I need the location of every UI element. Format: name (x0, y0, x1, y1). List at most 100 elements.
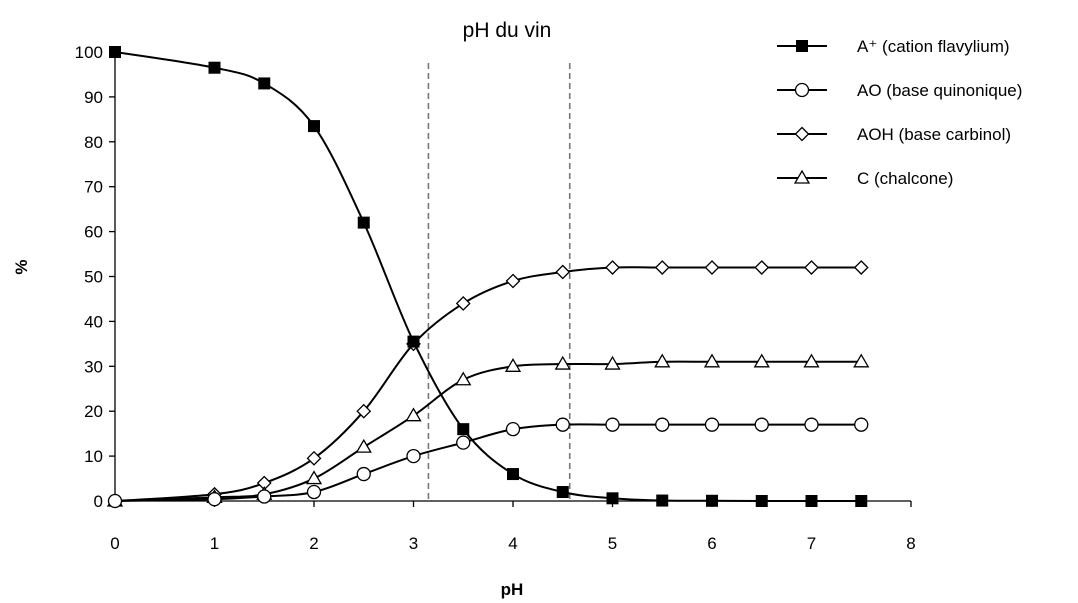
data-point-a-cation-flavylium (258, 77, 271, 90)
x-tick-label: 2 (309, 534, 318, 553)
data-point-aoh-base-carbinol (555, 264, 571, 280)
x-tick-label: 5 (608, 534, 617, 553)
x-tick-label: 0 (110, 534, 119, 553)
data-point-aoh-base-carbinol (704, 260, 720, 275)
data-point-c-chalcone (853, 353, 870, 368)
data-point-ao-base-quinonique (406, 448, 421, 464)
data-point-ao-base-quinonique (655, 417, 670, 432)
series-layer (106, 46, 870, 509)
series-aoh-base-carbinol (107, 260, 869, 509)
series-a-cation-flavylium (109, 46, 868, 507)
x-tick-label: 6 (707, 534, 716, 553)
data-point-c-chalcone (554, 355, 571, 370)
data-point-aoh-base-carbinol (505, 273, 521, 289)
data-point-c-chalcone (405, 407, 422, 422)
legend-marker-aoh-base-carbinol (794, 126, 810, 142)
y-tick-label: 80 (84, 133, 103, 152)
y-tick-label: 0 (94, 492, 103, 511)
series-ao-base-quinonique (107, 417, 869, 509)
data-point-ao-base-quinonique (804, 417, 819, 432)
x-tick-label: 1 (210, 534, 219, 553)
series-line-ao-base-quinonique (114, 423, 862, 502)
x-axis-title: pH (501, 580, 524, 599)
data-point-c-chalcone (753, 353, 770, 368)
data-point-c-chalcone (703, 353, 721, 368)
data-point-aoh-base-carbinol (654, 260, 670, 275)
data-point-a-cation-flavylium (606, 492, 619, 505)
series-line-aoh-base-carbinol (114, 266, 862, 502)
data-point-a-cation-flavylium (457, 423, 470, 436)
data-point-a-cation-flavylium (208, 61, 221, 74)
data-point-aoh-base-carbinol (804, 260, 819, 275)
x-tick-label: 7 (807, 534, 816, 553)
legend-marker-a-cation-flavylium (796, 40, 808, 52)
y-tick-label: 70 (84, 178, 103, 197)
data-point-ao-base-quinonique (456, 435, 471, 450)
data-point-a-cation-flavylium (805, 495, 818, 507)
legend-marker-c-chalcone (793, 169, 811, 184)
data-point-ao-base-quinonique (505, 422, 521, 437)
data-point-a-cation-flavylium (507, 468, 519, 481)
data-point-aoh-base-carbinol (754, 260, 770, 275)
data-point-aoh-base-carbinol (853, 260, 869, 275)
data-point-ao-base-quinonique (107, 493, 123, 509)
legend: A⁺ (cation flavylium) AO (base quinonique… (777, 37, 1022, 188)
y-tick-label: 10 (84, 447, 103, 466)
data-point-ao-base-quinonique (605, 417, 620, 432)
data-point-a-cation-flavylium (407, 335, 420, 348)
legend-item-ao-base-quinonique: AO (base quinonique) (777, 81, 1022, 100)
data-point-aoh-base-carbinol (605, 260, 620, 275)
data-point-a-cation-flavylium (706, 494, 718, 507)
y-axis-title: % (12, 259, 31, 274)
y-axis-ticks: 0 10 20 30 40 50 60 70 80 90 100 (75, 43, 115, 511)
reference-lines (427, 63, 571, 501)
data-point-ao-base-quinonique (754, 417, 769, 432)
data-point-ao-base-quinonique (854, 417, 869, 432)
data-point-ao-base-quinonique (207, 492, 222, 507)
legend-label: AO (base quinonique) (857, 81, 1022, 100)
legend-item-aoh-base-carbinol: AOH (base carbinol) (777, 125, 1011, 144)
data-point-ao-base-quinonique (704, 417, 720, 432)
data-point-a-cation-flavylium (109, 46, 121, 58)
data-point-aoh-base-carbinol (455, 296, 471, 311)
data-point-a-cation-flavylium (755, 495, 768, 507)
data-point-ao-base-quinonique (555, 417, 570, 432)
data-point-a-cation-flavylium (855, 495, 868, 507)
x-tick-label: 4 (508, 534, 517, 553)
data-point-ao-base-quinonique (306, 484, 322, 500)
legend-label: C (chalcone) (857, 169, 953, 188)
data-point-ao-base-quinonique (257, 489, 272, 504)
y-tick-label: 90 (84, 88, 103, 107)
data-point-c-chalcone (455, 371, 472, 386)
data-point-c-chalcone (604, 355, 621, 370)
legend-label: AOH (base carbinol) (857, 125, 1011, 144)
legend-item-c-chalcone: C (chalcone) (777, 169, 953, 188)
data-point-a-cation-flavylium (308, 120, 320, 133)
data-point-c-chalcone (355, 438, 372, 453)
data-point-c-chalcone (803, 353, 820, 368)
data-point-aoh-base-carbinol (306, 450, 322, 466)
x-tick-label: 3 (409, 534, 418, 553)
data-point-c-chalcone (305, 470, 323, 485)
chart-title: pH du vin (463, 19, 552, 42)
data-point-aoh-base-carbinol (356, 403, 372, 419)
data-point-c-chalcone (504, 358, 522, 372)
y-tick-label: 40 (84, 312, 103, 331)
series-line-c-chalcone (114, 360, 862, 502)
data-point-a-cation-flavylium (357, 216, 370, 229)
y-tick-label: 60 (84, 223, 103, 242)
y-tick-label: 20 (84, 402, 103, 421)
x-tick-label: 8 (906, 534, 915, 553)
data-point-ao-base-quinonique (356, 466, 371, 482)
data-point-c-chalcone (654, 353, 671, 368)
legend-marker-ao-base-quinonique (794, 82, 810, 98)
series-c-chalcone (106, 353, 870, 507)
legend-label: A⁺ (cation flavylium) (857, 37, 1010, 56)
y-tick-label: 50 (84, 268, 103, 287)
y-tick-label: 100 (75, 43, 103, 62)
series-line-a-cation-flavylium (114, 51, 862, 503)
data-point-a-cation-flavylium (556, 486, 569, 499)
data-point-a-cation-flavylium (656, 494, 669, 507)
y-tick-label: 30 (84, 357, 103, 376)
